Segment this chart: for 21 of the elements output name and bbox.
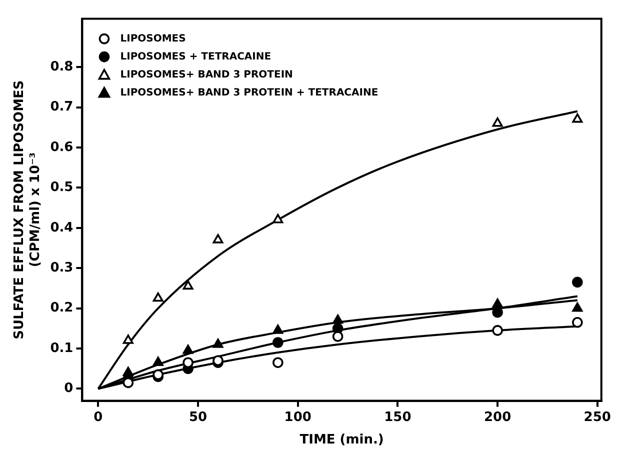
y-tick-label: 0.8 bbox=[50, 59, 74, 74]
x-tick-label: 250 bbox=[584, 410, 611, 425]
x-tick-label: 150 bbox=[384, 410, 412, 425]
y-tick-label: 0.3 bbox=[50, 260, 74, 276]
y-axis-title: SULFATE EFFLUX FROM LIPOSOMES (CPM/ml) x 10⁻³ bbox=[12, 80, 43, 340]
y-tick-label: 0.6 bbox=[50, 140, 74, 155]
y-tick-label: 0.7 bbox=[50, 100, 74, 115]
legend-label: LIPOSOMES + TETRACAINE bbox=[120, 51, 272, 62]
x-axis-title: TIME (min.) bbox=[300, 432, 384, 448]
x-tick-label: 200 bbox=[484, 410, 512, 425]
x-tick-label: 0 bbox=[94, 410, 103, 425]
y-tick-label: 0 bbox=[64, 381, 74, 396]
legend-label: LIPOSOMES+ BAND 3 PROTEIN + TETRACAINE bbox=[120, 87, 378, 98]
x-tick-label: 50 bbox=[188, 410, 208, 425]
y-tick-label: 0.1 bbox=[50, 340, 74, 356]
y-tick-label: 0.4 bbox=[50, 220, 74, 236]
x-tick-label: 100 bbox=[284, 410, 312, 425]
y-tick-label: 0.2 bbox=[50, 300, 74, 316]
y-tick-label: 0.5 bbox=[50, 180, 74, 196]
legend-label: LIPOSOMES bbox=[120, 33, 186, 44]
legend-label: LIPOSOMES+ BAND 3 PROTEIN bbox=[120, 69, 293, 80]
